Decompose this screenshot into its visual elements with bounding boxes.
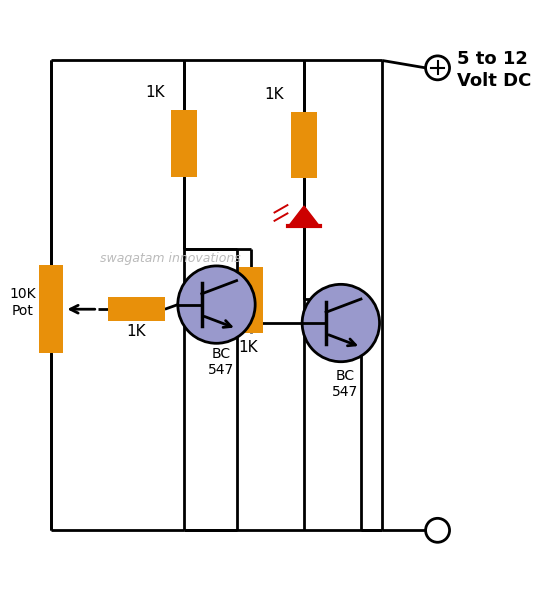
Bar	[172, 110, 197, 176]
Text: 1K: 1K	[265, 87, 284, 102]
Text: 1K: 1K	[238, 340, 258, 355]
Ellipse shape	[178, 266, 255, 343]
Ellipse shape	[302, 284, 379, 362]
Text: 5 to 12: 5 to 12	[457, 50, 528, 68]
Text: BC
547: BC 547	[208, 347, 234, 377]
Circle shape	[426, 518, 450, 542]
Text: Pot: Pot	[12, 304, 34, 318]
Text: 1K: 1K	[145, 85, 165, 100]
Text: 1K: 1K	[126, 324, 146, 339]
Bar	[108, 297, 165, 321]
Bar	[239, 267, 263, 333]
Text: BC
547: BC 547	[332, 369, 359, 399]
Polygon shape	[288, 206, 319, 226]
Text: swagatam innovations: swagatam innovations	[100, 252, 241, 265]
Bar	[39, 265, 63, 353]
Bar	[291, 112, 317, 178]
Circle shape	[426, 56, 450, 80]
Text: 10K: 10K	[10, 287, 36, 301]
Text: Volt DC: Volt DC	[457, 72, 531, 90]
